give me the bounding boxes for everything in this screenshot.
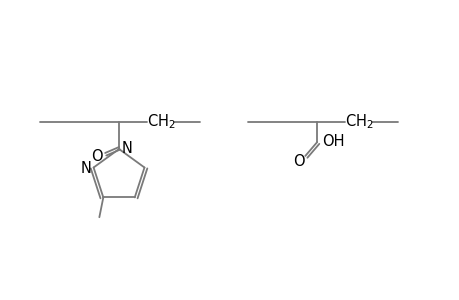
- Text: N: N: [81, 161, 91, 176]
- Text: OH: OH: [321, 134, 344, 148]
- Text: $\mathregular{CH_2}$: $\mathregular{CH_2}$: [146, 112, 175, 130]
- Text: $\mathregular{CH_2}$: $\mathregular{CH_2}$: [344, 112, 373, 130]
- Text: O: O: [91, 149, 103, 164]
- Text: N: N: [122, 140, 133, 155]
- Text: O: O: [293, 154, 304, 169]
